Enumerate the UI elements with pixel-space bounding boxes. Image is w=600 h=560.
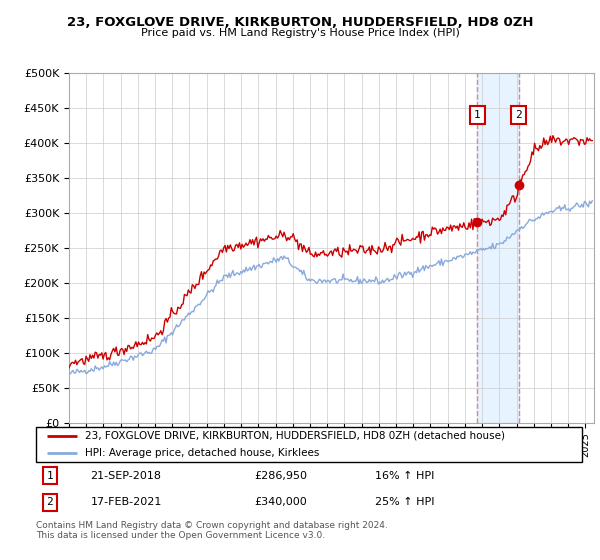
Text: £286,950: £286,950 — [254, 470, 307, 480]
Text: 16% ↑ HPI: 16% ↑ HPI — [374, 470, 434, 480]
Text: 2: 2 — [515, 110, 522, 120]
Text: £340,000: £340,000 — [254, 497, 307, 507]
Text: 1: 1 — [46, 470, 53, 480]
Text: 21-SEP-2018: 21-SEP-2018 — [91, 470, 161, 480]
Text: Contains HM Land Registry data © Crown copyright and database right 2024.
This d: Contains HM Land Registry data © Crown c… — [36, 521, 388, 540]
Text: 23, FOXGLOVE DRIVE, KIRKBURTON, HUDDERSFIELD, HD8 0ZH: 23, FOXGLOVE DRIVE, KIRKBURTON, HUDDERSF… — [67, 16, 533, 29]
Text: Price paid vs. HM Land Registry's House Price Index (HPI): Price paid vs. HM Land Registry's House … — [140, 28, 460, 38]
Text: 17-FEB-2021: 17-FEB-2021 — [91, 497, 162, 507]
Text: 23, FOXGLOVE DRIVE, KIRKBURTON, HUDDERSFIELD, HD8 0ZH (detached house): 23, FOXGLOVE DRIVE, KIRKBURTON, HUDDERSF… — [85, 431, 505, 441]
Bar — [477, 73, 518, 423]
Text: 2: 2 — [46, 497, 53, 507]
Text: 1: 1 — [474, 110, 481, 120]
Text: 25% ↑ HPI: 25% ↑ HPI — [374, 497, 434, 507]
Text: HPI: Average price, detached house, Kirklees: HPI: Average price, detached house, Kirk… — [85, 449, 320, 458]
